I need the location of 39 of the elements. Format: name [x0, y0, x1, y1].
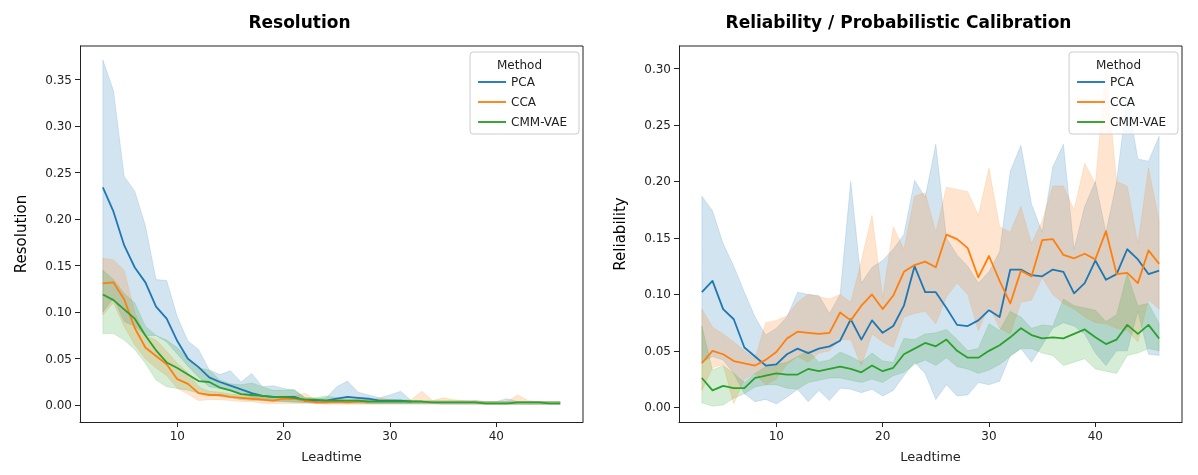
y-axis-title: Reliability [610, 197, 629, 271]
y-tick-label: 0.25 [644, 118, 671, 133]
legend-label: PCA [1110, 75, 1135, 89]
x-tick-label: 30 [981, 429, 997, 443]
x-tick-label: 20 [875, 429, 891, 443]
legend-title: Method [496, 58, 543, 72]
x-tick-label: 10 [768, 429, 784, 443]
y-tick-label: 0.30 [45, 119, 72, 134]
y-tick-label: 0.20 [45, 212, 72, 227]
y-axis-title: Resolution [11, 194, 30, 274]
y-tick-label: 0.35 [45, 72, 72, 87]
y-tick-label: 0.30 [644, 61, 671, 76]
y-tick-label: 0.10 [644, 287, 671, 302]
legend-label: PCA [511, 75, 536, 89]
y-tick-label: 0.25 [45, 165, 72, 180]
legend-title: Method [1095, 58, 1142, 72]
line-series [101, 293, 562, 405]
legend-label: CCA [511, 95, 537, 109]
x-tick-label: 20 [276, 429, 292, 443]
y-tick-label: 0.15 [644, 230, 671, 245]
y-tick-label: 0.20 [644, 174, 671, 189]
x-tick-label: 30 [382, 429, 398, 443]
y-tick-label: 0.15 [45, 258, 72, 273]
y-tick-label: 0.10 [45, 305, 72, 320]
x-tick-label: 40 [1087, 429, 1103, 443]
y-tick-label: 0.00 [45, 398, 72, 413]
line-series [700, 323, 1161, 392]
legend-label: CMM-VAE [511, 115, 568, 129]
x-axis-title: Leadtime [900, 449, 961, 464]
legend-label: CMM-VAE [1110, 115, 1167, 129]
chart-title: Resolution [248, 11, 351, 32]
x-axis-title: Leadtime [301, 449, 362, 464]
y-tick-label: 0.00 [644, 400, 671, 415]
x-tick-label: 10 [169, 429, 185, 443]
chart-title: Reliability / Probabilistic Calibration [725, 11, 1072, 32]
legend-label: CCA [1110, 95, 1136, 109]
y-tick-label: 0.05 [644, 343, 671, 358]
y-tick-label: 0.05 [45, 351, 72, 366]
x-tick-label: 40 [488, 429, 504, 443]
